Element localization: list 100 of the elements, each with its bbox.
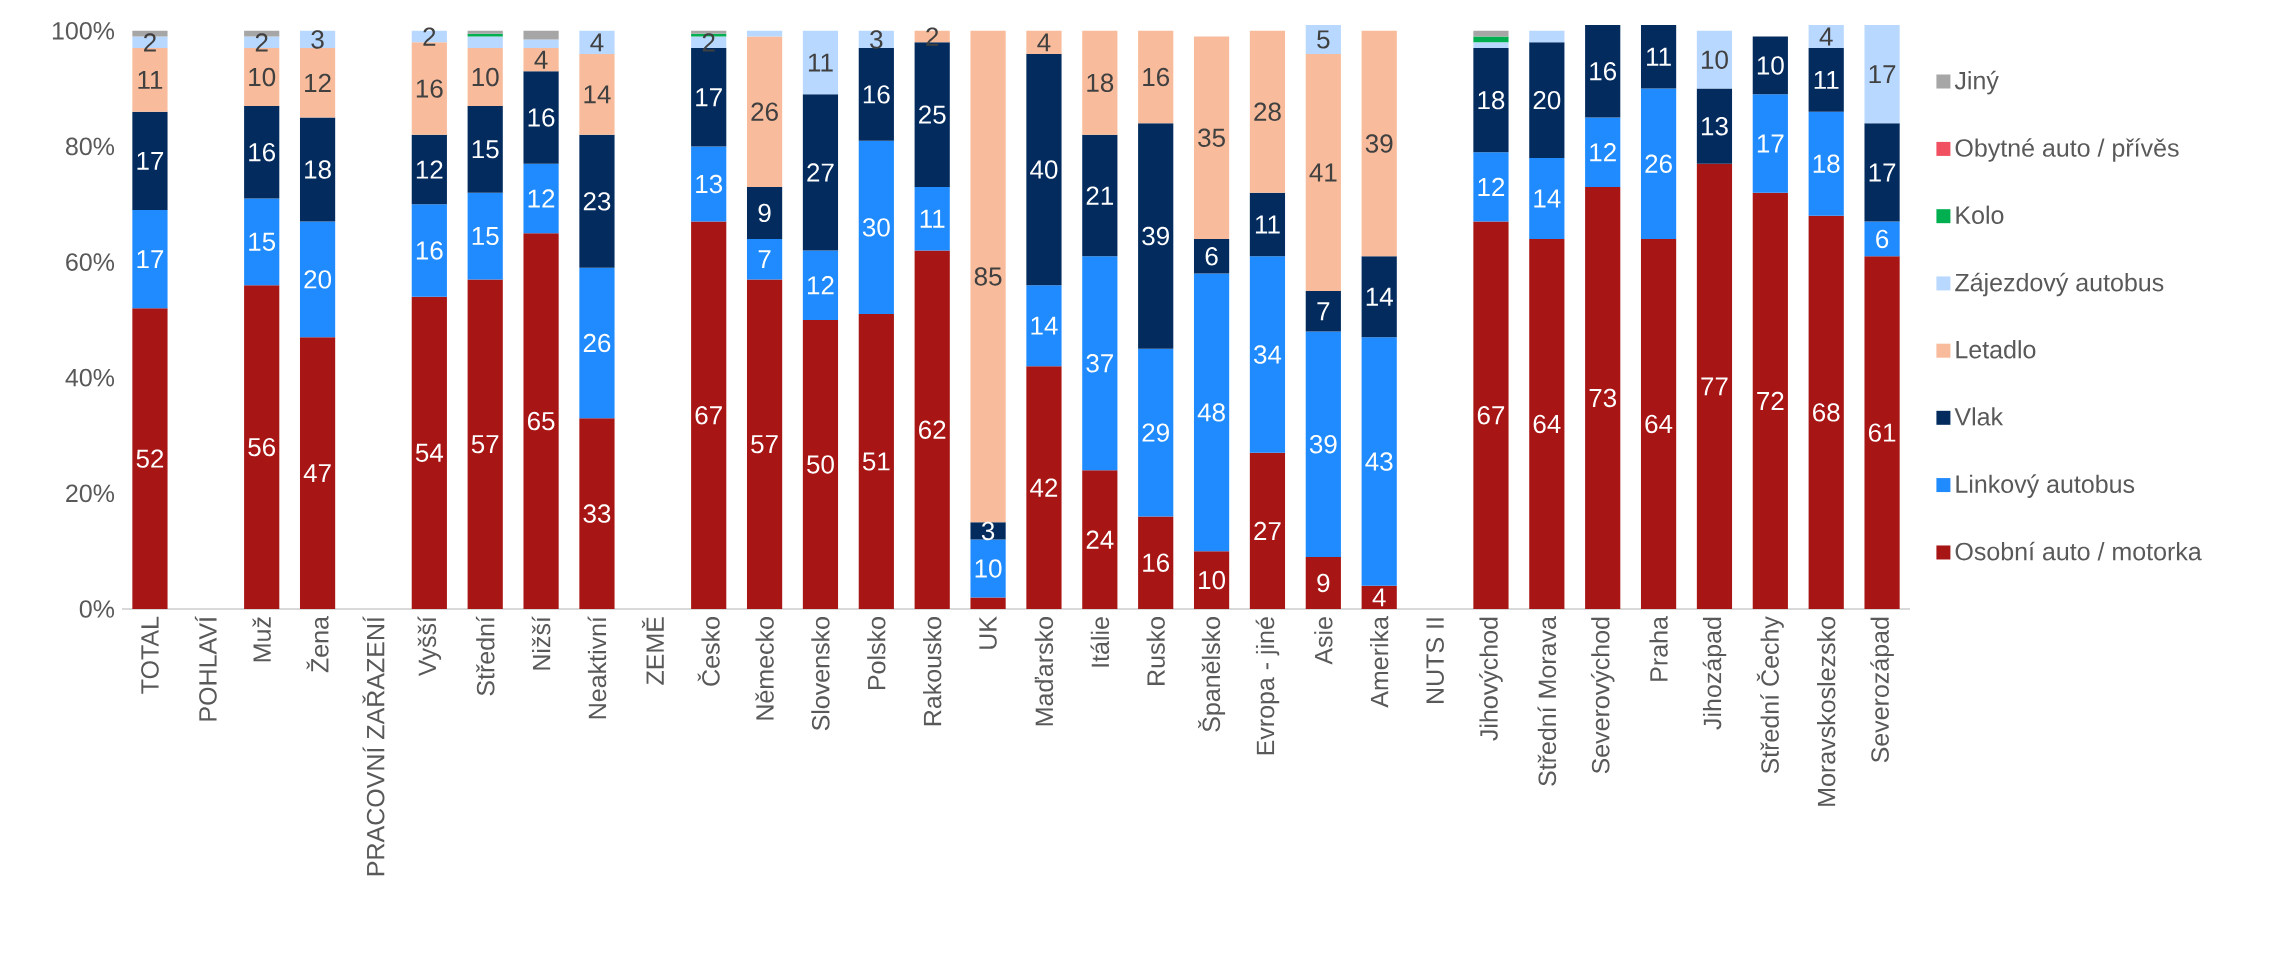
x-tick-label: Severovýchod [1590, 617, 1615, 774]
bar [970, 539, 1006, 598]
bar [970, 597, 1006, 609]
bar [746, 186, 783, 239]
bar [1752, 36, 1788, 95]
bar [523, 233, 559, 609]
data-label: 67 [695, 406, 722, 425]
data-label: 12 [528, 189, 555, 208]
data-label: 85 [974, 267, 1002, 286]
bar [1193, 273, 1230, 552]
data-label: 11 [1255, 215, 1280, 234]
data-label: 2 [255, 33, 268, 52]
x-tick-label: Rusko [1146, 617, 1165, 685]
data-label: 39 [1365, 134, 1393, 153]
bar [579, 30, 615, 54]
y-tick-label: 20% [66, 484, 115, 503]
bar [858, 48, 894, 141]
data-label: 10 [1757, 56, 1784, 75]
bar [1473, 48, 1509, 153]
bar [579, 418, 615, 609]
data-label: 4 [1372, 588, 1386, 607]
bar [1808, 111, 1844, 216]
data-label: 57 [471, 435, 499, 454]
bar [1082, 256, 1118, 471]
data-label: 50 [807, 455, 834, 474]
data-label: 65 [527, 411, 555, 431]
bar [1361, 585, 1397, 609]
bar [1138, 348, 1174, 517]
bar [1808, 215, 1844, 609]
data-label: 29 [1142, 423, 1169, 442]
data-label: 15 [249, 232, 276, 251]
x-tick-label: UK [979, 616, 997, 649]
bar [1082, 30, 1118, 135]
data-label: 3 [870, 30, 883, 49]
x-tick-label: PRACOVNÍ ZAŘAZENÍ [362, 616, 385, 876]
data-label: 54 [415, 443, 444, 462]
bar [1864, 221, 1900, 257]
data-label: 17 [696, 88, 722, 107]
data-label: 77 [1701, 377, 1728, 396]
x-tick-label: Praha [1649, 616, 1668, 681]
y-tick-label: 60% [66, 253, 115, 271]
y-tick-label: 80% [66, 137, 115, 156]
bar [1585, 186, 1621, 609]
bar [914, 250, 950, 609]
data-label: 25 [919, 105, 946, 124]
data-label: 16 [863, 85, 890, 104]
data-label: 16 [1590, 62, 1617, 81]
data-label: 17 [137, 151, 164, 170]
bar [1305, 556, 1341, 609]
data-label: 39 [1309, 434, 1337, 454]
bar [1305, 53, 1341, 291]
bar [1193, 36, 1230, 239]
bar [802, 30, 839, 95]
x-tick-label: Německo [755, 617, 774, 720]
bar [1640, 24, 1677, 89]
data-label: 16 [528, 108, 555, 127]
legend-label: Osobní auto / motorka [1955, 541, 2202, 561]
data-label: 14 [1366, 287, 1393, 306]
x-tick-label: Evropa - jiné [1255, 617, 1280, 755]
bar [467, 279, 503, 609]
data-label: 21 [1086, 186, 1114, 205]
bar [914, 186, 950, 251]
data-label: 15 [472, 140, 499, 159]
x-tick-label: Amerika [1370, 616, 1389, 708]
data-label: 5 [1317, 30, 1330, 49]
x-tick-label: Slovensko [811, 617, 830, 731]
data-label: 18 [305, 160, 331, 179]
bar [1585, 24, 1621, 118]
bar [858, 314, 894, 609]
bar [1752, 192, 1788, 609]
data-label: 6 [1205, 247, 1218, 266]
bar [1026, 285, 1062, 367]
data-label: 12 [416, 160, 443, 179]
bar [746, 36, 783, 187]
data-label: 37 [1086, 354, 1113, 373]
data-label: 10 [975, 559, 1002, 578]
x-tick-label: TOTAL [141, 616, 159, 694]
legend-label: Kolo [1956, 205, 2004, 224]
y-tick-label: 100% [52, 21, 115, 40]
x-tick-label: Španělsko [1198, 617, 1226, 732]
bar [1138, 123, 1174, 349]
legend-label: Obytné auto / přívěs [1955, 138, 2179, 162]
data-label: 13 [1701, 116, 1728, 136]
bar [1696, 88, 1733, 164]
bar [858, 140, 894, 315]
x-tick-label: Nižší [531, 616, 551, 670]
bar [1082, 134, 1118, 257]
bar [1026, 53, 1062, 286]
data-label: 40 [1030, 160, 1058, 179]
data-label: 47 [303, 464, 331, 483]
x-tick-label: Muž [252, 617, 271, 662]
bar [691, 146, 727, 222]
x-tick-label: Neaktivní [587, 616, 607, 719]
bar [1305, 24, 1341, 54]
bar [1585, 117, 1621, 187]
bar [299, 337, 336, 609]
y-tick-label: 40% [65, 368, 115, 387]
bar [411, 296, 447, 609]
data-label: 16 [416, 241, 443, 260]
bar [579, 134, 615, 268]
